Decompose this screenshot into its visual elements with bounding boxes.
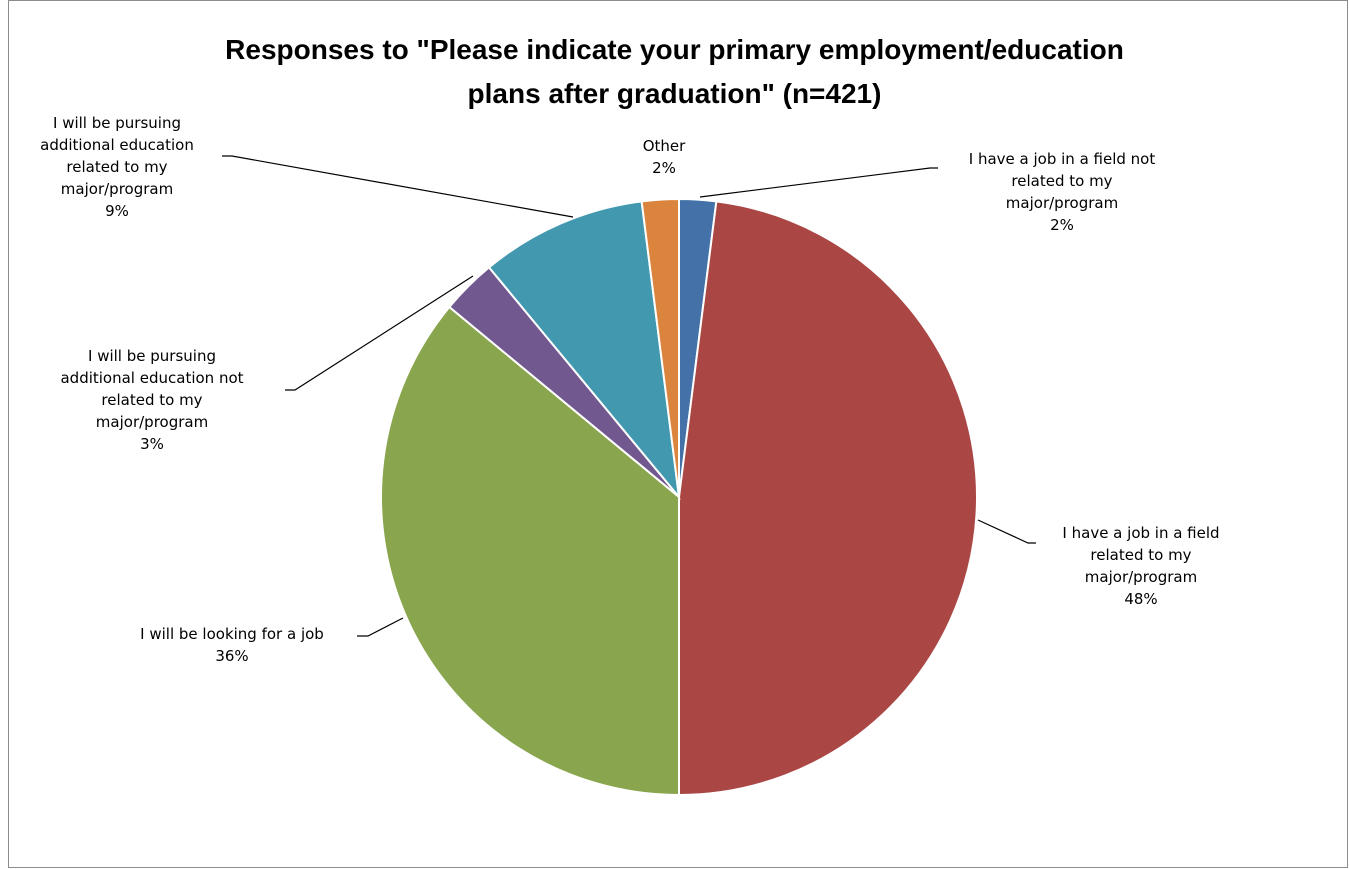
data-label-3-line-2: related to my	[101, 391, 203, 409]
data-label-3-line-3: major/program	[95, 413, 209, 431]
chart-title-line-2: plans after graduation" (n=421)	[467, 78, 882, 109]
data-label-5-line-0: Other	[642, 137, 686, 155]
leader-line-1	[977, 519, 1036, 544]
pie-slice-2	[380, 305, 680, 797]
data-label-1-line-1: related to my	[1090, 546, 1192, 564]
data-label-5-value: 2%	[652, 159, 676, 177]
data-label-3-line-0: I will be pursuing	[88, 347, 216, 365]
data-label-4-value: 9%	[105, 202, 129, 220]
leader-line-2	[357, 617, 404, 637]
data-label-4-line-3: major/program	[60, 180, 174, 198]
pie-slice-4	[487, 200, 681, 501]
chart-title-line-1: Responses to "Please indicate your prima…	[225, 34, 1124, 65]
data-label-4-line-2: related to my	[66, 158, 168, 176]
data-label-1-line-0: I have a job in a field	[1062, 524, 1220, 542]
leader-line-0	[699, 167, 938, 198]
data-label-2: I will be looking for a job 36%	[102, 623, 362, 667]
data-label-2-value: 36%	[215, 647, 249, 665]
data-label-3-value: 3%	[140, 435, 164, 453]
data-label-1: I have a job in a field related to my majo…	[1011, 522, 1271, 610]
data-label-1-value: 48%	[1124, 590, 1158, 608]
data-label-0-line-1: related to my	[1011, 172, 1113, 190]
data-label-4-line-1: additional education	[40, 136, 194, 154]
data-label-4-line-0: I will be pursuing	[53, 114, 181, 132]
leader-line-3	[285, 275, 474, 391]
data-label-3-line-1: additional education not	[60, 369, 244, 387]
data-label-1-line-2: major/program	[1084, 568, 1198, 586]
data-label-4: I will be pursuing additional education re…	[0, 112, 247, 222]
data-label-5: Other 2%	[534, 135, 794, 179]
data-label-0: I have a job in a field not related to my…	[932, 148, 1192, 236]
data-label-0-value: 2%	[1050, 216, 1074, 234]
data-label-0-line-2: major/program	[1005, 194, 1119, 212]
data-label-3: I will be pursuing additional education n…	[22, 345, 282, 455]
data-label-0-line-0: I have a job in a field not	[968, 150, 1156, 168]
pie-slice-1	[678, 200, 978, 797]
data-label-2-line-0: I will be looking for a job	[140, 625, 324, 643]
pie-slice-5	[640, 197, 680, 498]
leader-line-4	[222, 155, 574, 218]
chart-title: Responses to "Please indicate your prima…	[0, 28, 1349, 116]
